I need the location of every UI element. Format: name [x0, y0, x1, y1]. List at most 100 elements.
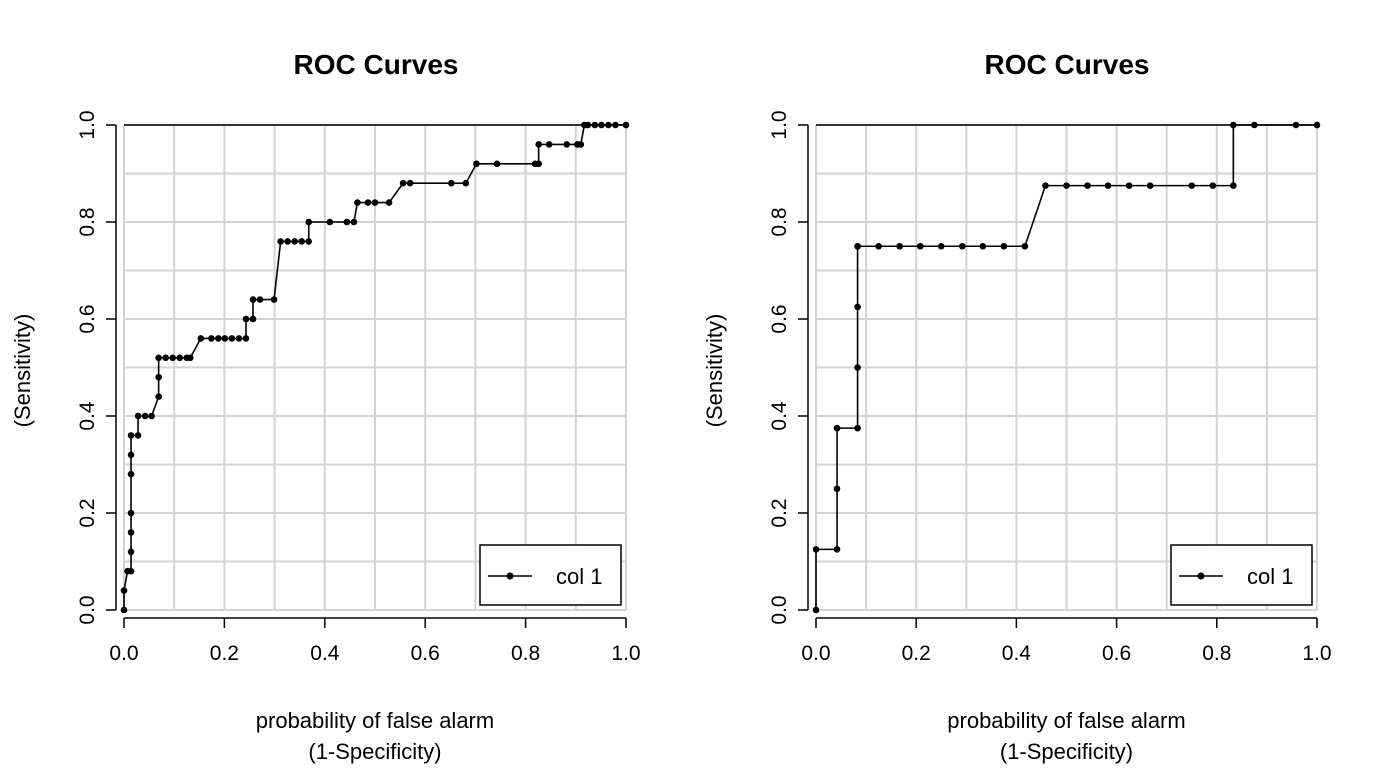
data-point: [1209, 182, 1217, 189]
data-point: [127, 470, 135, 478]
data-point: [1251, 121, 1258, 129]
data-point: [127, 451, 135, 459]
data-point: [1188, 182, 1196, 189]
data-point: [350, 218, 358, 226]
data-point: [875, 242, 882, 250]
data-point: [612, 121, 619, 129]
data-point: [291, 238, 298, 245]
x-tick-label: 0.8: [511, 642, 540, 665]
data-point: [1146, 182, 1154, 189]
legend-point-swatch: [506, 572, 514, 580]
data-point: [896, 242, 903, 250]
roc-chart-left: ROC Curves 0.0 0.2 0.4 0.6 0.8 1.0 0.0 0.2 0.4 0.6…: [10, 49, 641, 764]
x-tick-label: 0.0: [109, 642, 138, 665]
data-point: [155, 354, 162, 362]
data-point: [127, 509, 135, 517]
data-point: [1104, 182, 1112, 189]
data-point: [916, 242, 924, 250]
data-point: [535, 160, 542, 168]
data-point: [228, 335, 236, 342]
data-point: [473, 160, 480, 168]
y-tick-label: 1.0: [76, 110, 99, 139]
data-point: [134, 432, 142, 439]
data-point: [208, 335, 215, 342]
legend-box: [479, 544, 622, 606]
data-point: [812, 546, 820, 553]
data-point: [326, 218, 334, 226]
data-point: [399, 179, 407, 187]
data-point: [242, 315, 250, 323]
series-col-1: [120, 121, 630, 614]
data-point: [127, 567, 135, 575]
data-point: [176, 354, 184, 362]
data-point: [854, 242, 861, 250]
data-point: [249, 296, 257, 303]
grid: [123, 124, 627, 611]
data-point: [127, 548, 135, 556]
data-point: [148, 412, 155, 420]
data-point: [221, 335, 229, 342]
y-axis-label: (Sensitivity): [702, 314, 727, 428]
data-point: [833, 424, 841, 432]
x-tick-label: 0.4: [310, 642, 340, 665]
data-point: [833, 546, 841, 553]
data-point: [270, 296, 278, 303]
x-axis-label: probability of false alarm: [256, 708, 494, 733]
x-tick-label: 1.0: [1302, 642, 1331, 665]
y-tick-label: 0.0: [768, 595, 791, 624]
data-point: [197, 335, 205, 342]
y-tick-label: 0.8: [768, 207, 791, 236]
legend-box: [1170, 544, 1313, 606]
chart-title: ROC Curves: [294, 49, 459, 80]
data-point: [958, 242, 966, 250]
data-point: [155, 373, 162, 381]
data-point: [371, 199, 379, 206]
data-point: [354, 199, 361, 206]
chart-title: ROC Curves: [985, 49, 1150, 80]
y-tick-label: 0.0: [76, 595, 99, 624]
data-point: [535, 141, 542, 148]
data-point: [854, 303, 861, 311]
data-point: [155, 393, 162, 400]
data-point: [1230, 182, 1237, 189]
data-point: [1125, 182, 1133, 189]
data-point: [169, 354, 176, 362]
y-tick-label: 0.8: [76, 207, 99, 236]
data-point: [120, 587, 128, 594]
x-tick-label: 0.8: [1202, 642, 1231, 665]
x-tick-label: 0.0: [801, 642, 830, 665]
series-col-1: [812, 121, 1321, 614]
data-point: [448, 179, 455, 187]
x-tick-label: 0.6: [1102, 642, 1131, 665]
data-point: [141, 412, 149, 420]
data-point: [605, 121, 612, 129]
data-point: [493, 160, 501, 168]
data-point: [1230, 121, 1237, 129]
data-point: [277, 238, 284, 245]
data-point: [242, 335, 250, 342]
data-point: [462, 179, 470, 187]
y-tick-label: 0.4: [76, 401, 99, 431]
data-point: [235, 335, 243, 342]
data-point: [598, 121, 605, 129]
x-axis-label: probability of false alarm: [947, 708, 1185, 733]
legend-label: col 1: [556, 564, 602, 589]
data-point: [1292, 121, 1300, 129]
data-point: [127, 432, 135, 439]
data-point: [622, 121, 630, 129]
data-point: [127, 529, 135, 536]
data-point: [298, 238, 306, 245]
data-point: [1063, 182, 1070, 189]
data-point: [284, 238, 291, 245]
data-point: [1084, 182, 1091, 189]
data-point: [215, 335, 222, 342]
grid: [815, 124, 1318, 611]
data-point: [979, 242, 987, 250]
data-point: [385, 199, 393, 206]
x-axis-sublabel: (1-Specificity): [1000, 739, 1133, 764]
data-point: [545, 141, 553, 148]
data-point: [305, 218, 313, 226]
x-tick-label: 0.6: [411, 642, 440, 665]
data-point: [854, 424, 861, 432]
